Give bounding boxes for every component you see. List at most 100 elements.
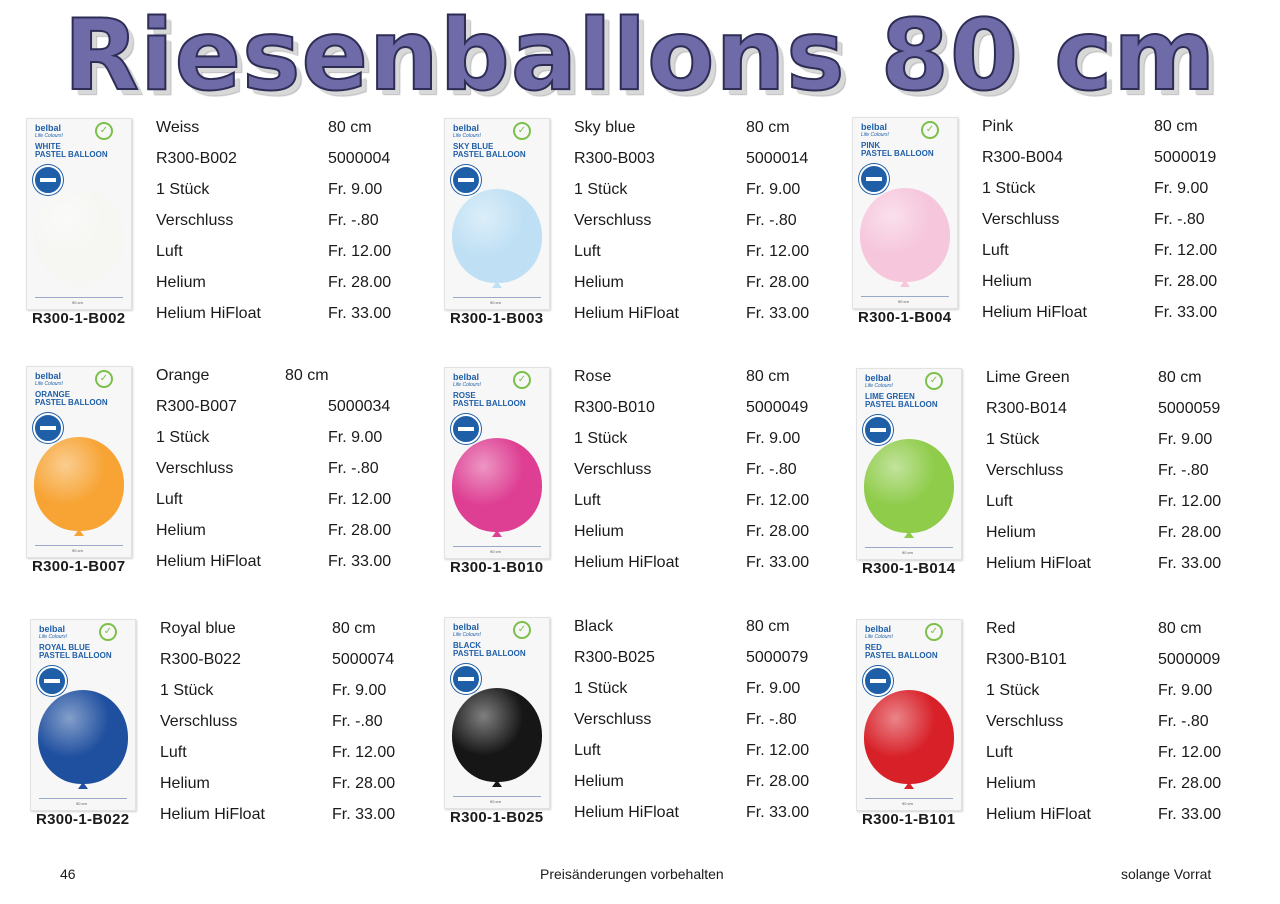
spec-label: Helium — [986, 775, 1036, 792]
spec-label: Red — [986, 620, 1016, 637]
spec-label: Helium HiFloat — [156, 553, 261, 570]
seal-icon — [859, 164, 889, 194]
size-scale-line — [453, 546, 541, 547]
product-card: belbal Life Colours! ✓ LIME GREEN PASTEL BAL… — [856, 368, 1276, 598]
package-color-label: BLACK PASTEL BALLOON — [453, 641, 526, 658]
seal-icon — [863, 666, 893, 696]
spec-label: Verschluss — [982, 211, 1060, 228]
package-code: R300-1-B003 — [450, 310, 544, 327]
check-icon: ✓ — [99, 623, 117, 641]
spec-label: Helium — [986, 524, 1036, 541]
size-scale-label: 90 cm — [76, 801, 87, 806]
spec-label: Helium — [156, 522, 206, 539]
page-title: Riesenballons 80 cm — [63, 0, 1217, 113]
size-scale-label: 90 cm — [902, 550, 913, 555]
spec-value: Fr. 33.00 — [1154, 304, 1218, 321]
spec-label: Verschluss — [156, 460, 234, 477]
spec-value: 80 cm — [746, 618, 790, 635]
check-icon: ✓ — [95, 122, 113, 140]
spec-label: Helium HiFloat — [986, 806, 1091, 823]
balloon-package-image: belbal Life Colours! ✓ ROYAL BLUE PASTEL BAL… — [30, 619, 136, 811]
brand-logo: belbal — [865, 373, 892, 383]
spec-label: Helium — [160, 775, 210, 792]
spec-value: Fr. 28.00 — [328, 274, 392, 291]
product-card: belbal Life Colours! ✓ ORANGE PASTEL BALLOON… — [26, 366, 446, 596]
size-scale-label: 90 cm — [72, 300, 83, 305]
spec-label: Verschluss — [574, 212, 652, 229]
spec-value: 5000019 — [1154, 149, 1217, 166]
spec-value: Fr. 28.00 — [746, 523, 810, 540]
product-card: belbal Life Colours! ✓ PINK PASTEL BALLOON 90… — [852, 117, 1272, 347]
spec-label: R300-B004 — [982, 149, 1063, 166]
spec-value: Fr. 12.00 — [328, 491, 392, 508]
spec-value: 80 cm — [1154, 118, 1198, 135]
spec-label: 1 Stück — [986, 431, 1040, 448]
check-icon: ✓ — [925, 372, 943, 390]
balloon-icon — [452, 688, 542, 782]
spec-label: Helium — [574, 274, 624, 291]
spec-value: Fr. 33.00 — [746, 804, 810, 821]
spec-value: Fr. 33.00 — [746, 554, 810, 571]
spec-label: Verschluss — [574, 461, 652, 478]
spec-label: 1 Stück — [574, 430, 628, 447]
balloon-package-image: belbal Life Colours! ✓ PINK PASTEL BALLOON 90… — [852, 117, 958, 309]
spec-value: Fr. 12.00 — [1158, 493, 1222, 510]
spec-label: Luft — [156, 491, 183, 508]
spec-label: Pink — [982, 118, 1014, 135]
spec-label: Luft — [986, 493, 1013, 510]
spec-value: Fr. 12.00 — [328, 243, 392, 260]
spec-value: Fr. -.80 — [328, 460, 379, 477]
check-icon: ✓ — [95, 370, 113, 388]
spec-value: 80 cm — [285, 367, 329, 384]
package-code: R300-1-B014 — [862, 560, 956, 577]
product-card: belbal Life Colours! ✓ WHITE PASTEL BALLOON 9… — [26, 118, 446, 348]
price-disclaimer: Preisänderungen vorbehalten — [540, 866, 724, 882]
spec-value: Fr. 33.00 — [1158, 806, 1222, 823]
spec-label: R300-B022 — [160, 651, 241, 668]
spec-value: Fr. 9.00 — [746, 680, 801, 697]
spec-value: 80 cm — [746, 368, 790, 385]
spec-value: Fr. 12.00 — [1158, 744, 1222, 761]
spec-label: Helium HiFloat — [574, 804, 679, 821]
spec-label: Luft — [982, 242, 1009, 259]
spec-label: 1 Stück — [574, 680, 628, 697]
balloon-package-image: belbal Life Colours! ✓ ROSE PASTEL BALLOON 90… — [444, 367, 550, 559]
size-scale-line — [39, 798, 127, 799]
brand-logo: belbal — [861, 122, 888, 132]
product-card: belbal Life Colours! ✓ SKY BLUE PASTEL BALLO… — [444, 118, 864, 348]
spec-value: 80 cm — [1158, 620, 1202, 637]
brand-tagline: Life Colours! — [865, 383, 894, 389]
spec-label: Verschluss — [156, 212, 234, 229]
spec-value: Fr. -.80 — [746, 711, 797, 728]
package-color-label: ORANGE PASTEL BALLOON — [35, 390, 108, 407]
spec-value: Fr. 28.00 — [328, 522, 392, 539]
product-card: belbal Life Colours! ✓ ROYAL BLUE PASTEL BAL… — [30, 619, 450, 849]
spec-label: Verschluss — [160, 713, 238, 730]
spec-value: 80 cm — [746, 119, 790, 136]
page-number: 46 — [60, 866, 76, 882]
spec-label: Helium — [574, 773, 624, 790]
spec-value: Fr. 28.00 — [1158, 775, 1222, 792]
spec-value: 80 cm — [332, 620, 376, 637]
spec-value: Fr. 33.00 — [332, 806, 396, 823]
package-color-label: ROYAL BLUE PASTEL BALLOON — [39, 643, 112, 660]
balloon-package-image: belbal Life Colours! ✓ BLACK PASTEL BALLOON 9… — [444, 617, 550, 809]
product-card: belbal Life Colours! ✓ BLACK PASTEL BALLOON 9… — [444, 617, 864, 847]
size-scale-line — [865, 798, 953, 799]
package-color-label: LIME GREEN PASTEL BALLOON — [865, 392, 938, 409]
size-scale-label: 90 cm — [490, 799, 501, 804]
spec-label: 1 Stück — [160, 682, 214, 699]
balloon-icon — [452, 438, 542, 532]
package-code: R300-1-B022 — [36, 811, 130, 828]
balloon-icon — [34, 189, 124, 283]
spec-value: Fr. 12.00 — [1154, 242, 1218, 259]
spec-label: Helium HiFloat — [160, 806, 265, 823]
spec-value: Fr. -.80 — [746, 212, 797, 229]
brand-logo: belbal — [453, 622, 480, 632]
package-color-label: ROSE PASTEL BALLOON — [453, 391, 526, 408]
spec-value: Fr. 9.00 — [1154, 180, 1209, 197]
seal-icon — [33, 165, 63, 195]
spec-label: Verschluss — [986, 713, 1064, 730]
spec-value: Fr. 33.00 — [328, 553, 392, 570]
spec-value: Fr. 28.00 — [746, 773, 810, 790]
